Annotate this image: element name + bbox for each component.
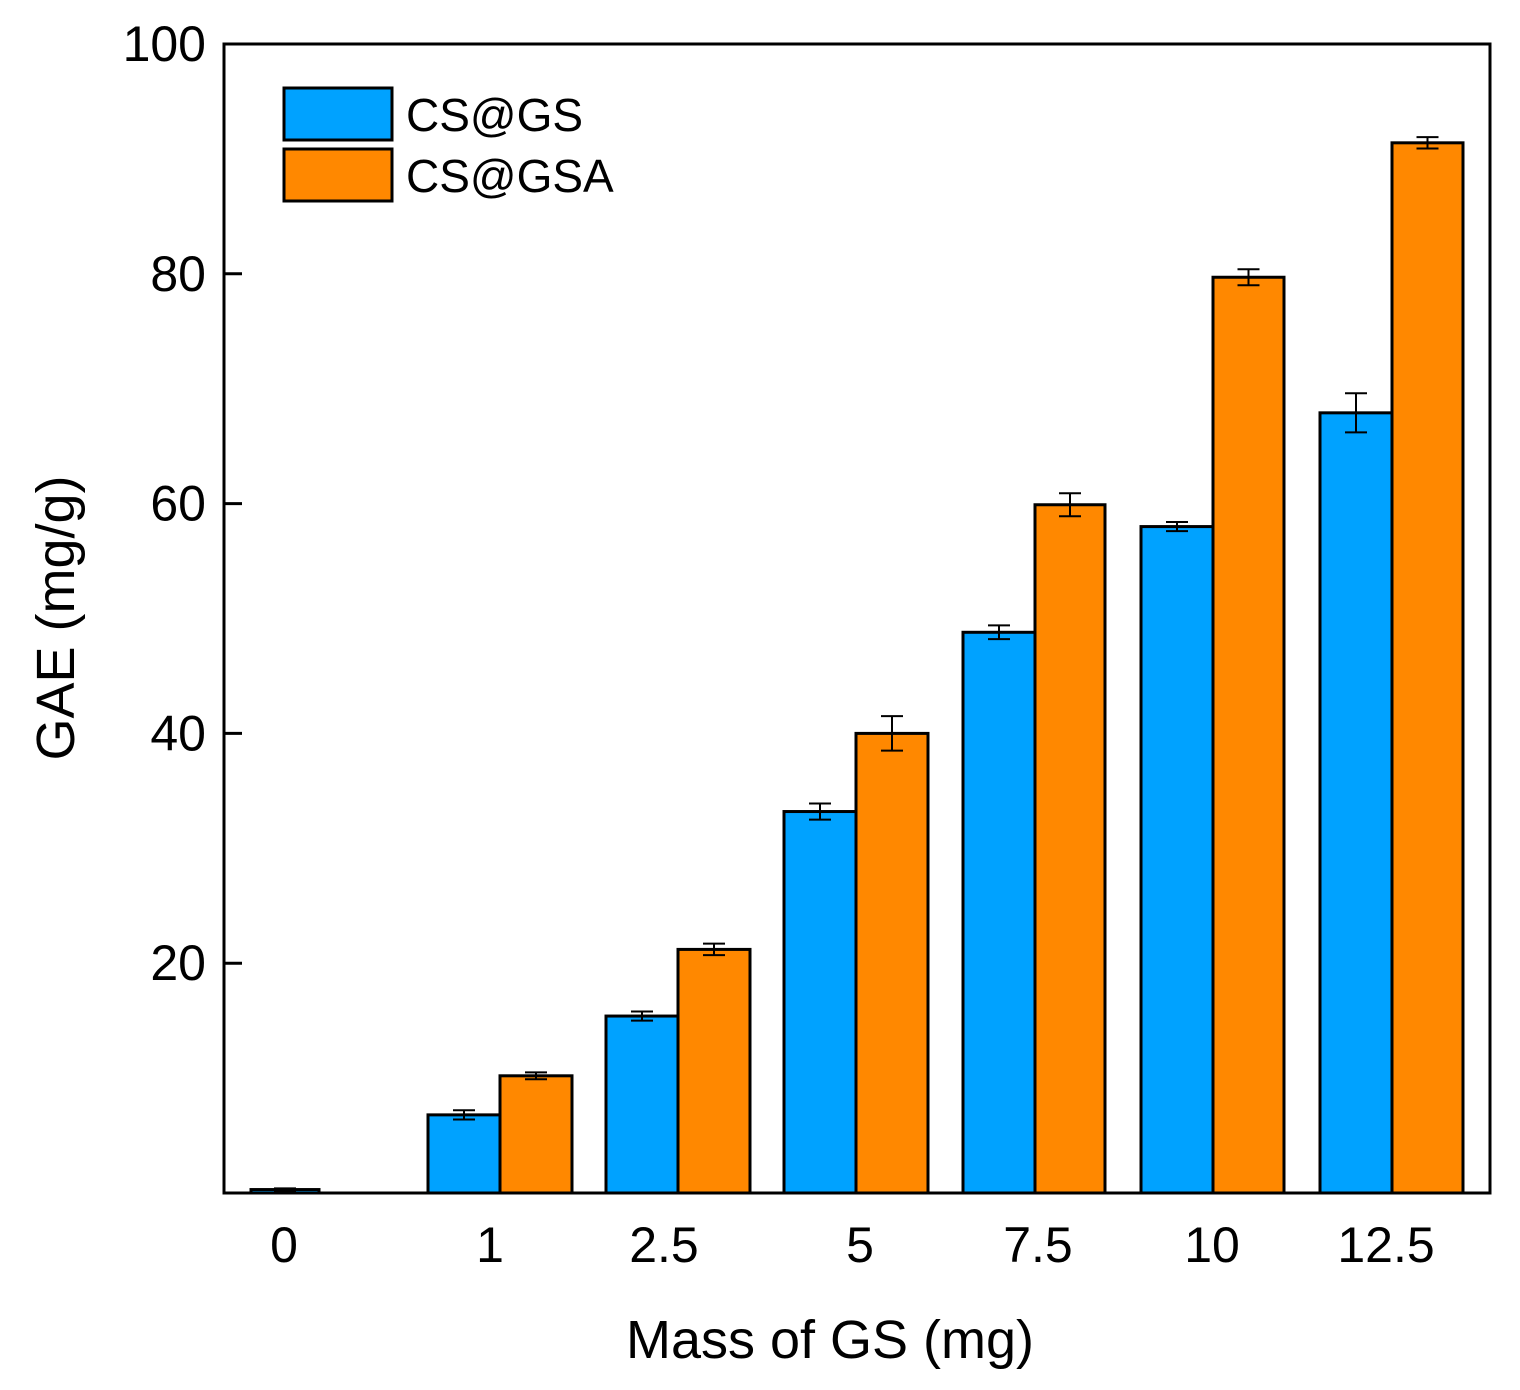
- legend-swatch-cs-gs: [282, 86, 394, 142]
- axes-layer: [222, 42, 1492, 1195]
- bar-series-0-cat-4: [961, 630, 1037, 1195]
- bar-series-1-cat-5: [1211, 275, 1286, 1195]
- x-axis-title: Mass of GS (mg): [626, 1310, 1034, 1370]
- y-axis-title: GAE (mg/g): [26, 475, 86, 760]
- x-tick-label-6: 12.5: [1337, 1217, 1434, 1273]
- x-tick-label-3: 5: [846, 1217, 874, 1273]
- bar-series-0-cat-5: [1139, 525, 1215, 1195]
- y-tick-label-0: 20: [150, 935, 206, 991]
- bar-series-0-cat-6: [1318, 411, 1394, 1195]
- x-tick-label-2: 2.5: [629, 1217, 699, 1273]
- plot-frame: [222, 42, 1492, 1195]
- bar-series-1-cat-3: [854, 731, 930, 1195]
- bar-series-1-cat-2: [676, 947, 752, 1195]
- x-tick-label-4: 7.5: [1003, 1217, 1073, 1273]
- y-tick-label-4: 100: [123, 16, 206, 72]
- y-tick-label-3: 80: [150, 246, 206, 302]
- bar-series-1-cat-4: [1033, 503, 1107, 1195]
- bar-series-1-cat-1: [498, 1074, 574, 1195]
- legend-label-cs-gs: CS@GS: [406, 89, 583, 141]
- x-tick-label-5: 10: [1184, 1217, 1240, 1273]
- y-tick-label-1: 40: [150, 705, 206, 761]
- bar-series-0-cat-3: [782, 810, 858, 1195]
- x-tick-label-0: 0: [270, 1217, 298, 1273]
- y-tick-label-2: 60: [150, 476, 206, 532]
- legend-label-cs-gsa: CS@GSA: [406, 150, 614, 202]
- bar-series-0-cat-2: [604, 1014, 680, 1195]
- bar-series-1-cat-6: [1390, 141, 1465, 1195]
- legend-swatch-cs-gsa: [282, 147, 394, 203]
- bar-series-0-cat-1: [426, 1113, 502, 1195]
- bars-layer: [249, 136, 1465, 1195]
- legend: CS@GS CS@GSA: [282, 86, 614, 203]
- x-tick-label-1: 1: [476, 1217, 504, 1273]
